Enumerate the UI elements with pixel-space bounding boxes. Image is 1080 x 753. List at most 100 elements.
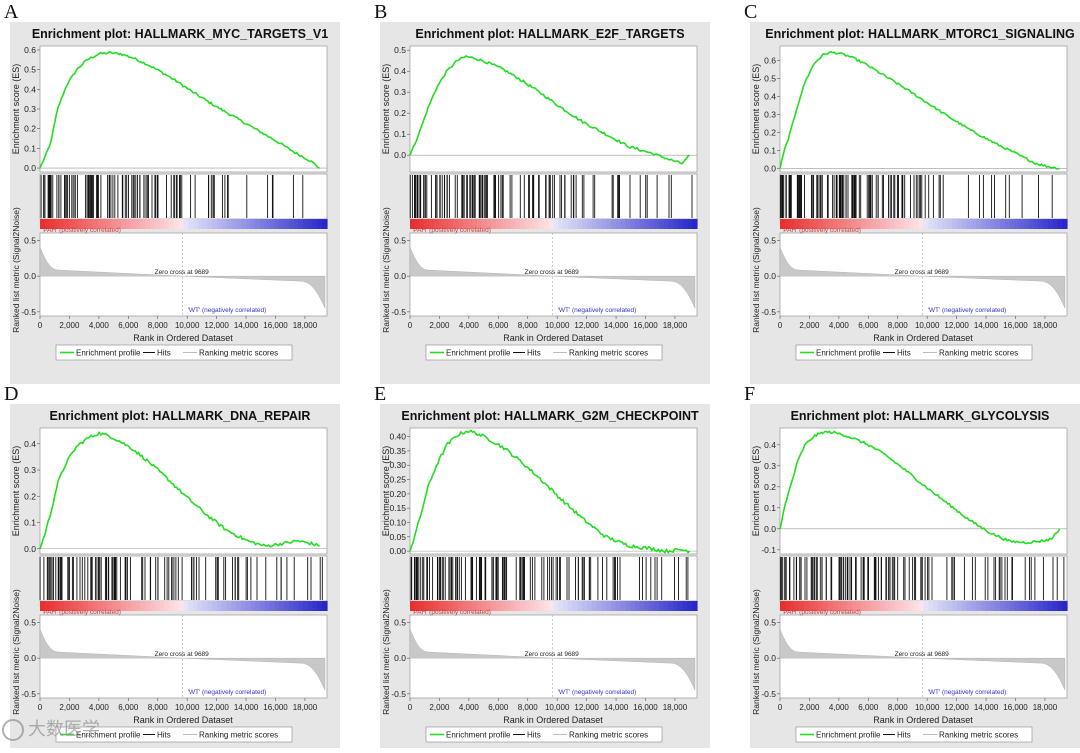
ranking-color-segment [890,601,896,611]
ranking-color-segment [150,601,156,611]
ranking-color-segment [207,219,213,229]
ranking-color-segment [212,601,218,611]
metric-ylabel: Ranked list metric (Signal2Noise) [751,589,761,715]
es-profile-line [409,429,691,554]
ranking-color-segment [457,219,464,229]
metric-ytick-label: -0.5 [761,689,776,699]
ranking-color-segment [462,219,468,229]
x-tick-label: 2,000 [799,321,820,330]
metric-ylabel: Ranked list metric (Signal2Noise) [11,589,21,715]
ranking-color-segment [169,601,175,611]
x-tick-label: 14,000 [604,703,629,712]
es-plot-area [779,45,1068,173]
panel-letter: A [4,1,19,23]
ranking-color-segment [154,219,161,229]
ranking-color-segment [563,219,569,229]
ranking-color-segment [644,601,650,611]
ranking-color-segment [995,601,1001,611]
ranking-color-segment [424,601,430,611]
es-ytick-label: 0.1 [24,143,36,153]
ranking-color-segment [240,601,247,611]
metric-ytick-label: 0.5 [24,235,36,245]
ranking-color-segment [799,601,805,611]
chart-title: Enrichment plot: HALLMARK_G2M_CHECKPOINT [401,409,699,423]
panel-c: C Enrichment plot: HALLMARK_MTORC1_SIGNAL… [744,1,1080,384]
legend-label-hits: Hits [157,349,171,358]
ranking-color-segment [620,601,626,611]
ranking-color-segment [183,219,189,229]
ranking-color-segment [677,219,684,229]
ranking-color-segment [875,601,882,611]
ranking-color-segment [780,219,786,229]
ranking-color-segment [303,601,309,611]
ranking-color-segment [183,601,189,611]
x-tick-label: 14,000 [974,703,999,712]
x-tick-label: 16,000 [633,703,658,712]
ranking-color-segment [486,219,492,229]
ranking-color-segment [510,601,516,611]
ranking-color-segment [789,219,795,229]
ranking-color-segment [1028,601,1035,611]
ranking-color-segment [317,219,323,229]
ranking-color-segment [875,219,882,229]
ranking-color-segment [472,601,478,611]
ranking-color-segment [933,219,939,229]
ranking-color-segment [68,219,75,229]
ranking-color-segment [520,601,526,611]
ranking-color-segment [976,601,982,611]
ranking-color-segment [121,219,127,229]
ranking-color-segment [419,219,425,229]
es-ytick-label: 0.30 [389,460,406,470]
ranking-color-segment [202,219,208,229]
ranking-color-segment [534,219,540,229]
es-profile-line [409,55,690,165]
es-ytick-label: 0.4 [764,440,776,450]
ranking-color-segment [40,219,46,229]
ranking-color-segment [899,219,905,229]
ranking-color-segment [847,219,853,229]
ranking-color-segment [438,601,445,611]
es-ylabel: Enrichment score (ES) [11,64,21,155]
x-tick-label: 4,000 [459,703,480,712]
es-ytick-label: 0.5 [394,45,406,55]
ranking-color-segment [92,219,98,229]
ranking-color-segment [894,219,901,229]
ranking-color-segment [563,601,569,611]
ranking-color-segment [928,219,934,229]
ranking-color-segment [126,601,132,611]
ranking-color-segment [961,601,968,611]
ranking-color-segment [582,601,588,611]
x-tick-label: 14,000 [974,321,999,330]
ranking-color-segment [264,601,271,611]
ranking-color-segment [682,601,688,611]
ranking-color-segment [207,601,213,611]
ranking-color-segment [866,219,872,229]
es-ytick-label: 0.3 [24,465,36,475]
ranking-color-segment [885,219,891,229]
ranking-color-segment [995,219,1001,229]
ranking-color-segment [178,219,185,229]
x-tick-label: 6,000 [488,321,509,330]
ranking-color-segment [966,219,972,229]
ranking-color-segment [515,601,521,611]
es-ylabel: Enrichment score (ES) [11,446,21,537]
ranking-color-segment [827,601,834,611]
ranking-color-segment [102,601,108,611]
x-tick-label: 6,000 [118,321,139,330]
ranking-color-segment [567,601,574,611]
ranking-color-segment [83,219,89,229]
negative-correlated-label: 'WT' (negatively correlated) [928,689,1007,696]
ranking-color-segment [880,601,886,611]
ranking-color-segment [639,219,645,229]
x-tick-label: 12,000 [574,321,599,330]
es-ylabel: Enrichment score (ES) [751,446,761,537]
es-ytick-label: 0.3 [24,104,36,114]
ranking-color-segment [539,601,545,611]
x-tick-label: 0 [408,321,413,330]
ranking-color-segment [971,601,977,611]
ranking-color-segment [515,219,521,229]
ranking-color-segment [486,601,492,611]
x-tick-label: 0 [778,321,783,330]
ranking-color-segment [818,601,824,611]
ranking-color-segment [1004,219,1011,229]
